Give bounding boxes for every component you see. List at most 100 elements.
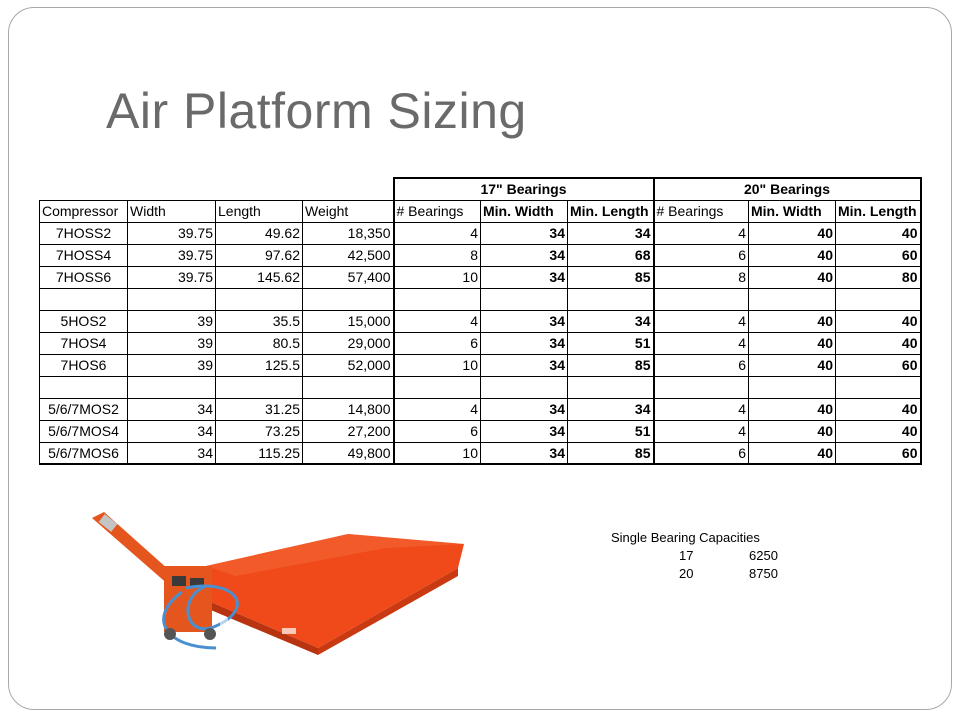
table-cell: 34 — [480, 419, 568, 443]
table-cell: 40 — [748, 331, 836, 355]
table-cell: 4 — [392, 221, 481, 245]
table-cell: 8 — [652, 265, 749, 289]
table-cell: 40 — [748, 221, 836, 245]
table-cell: 40 — [748, 265, 836, 289]
table-cell: 40 — [748, 243, 836, 267]
table-cell: 40 — [835, 419, 922, 443]
bearing-sizing-table: 17" Bearings 20" Bearings Compressor Wid… — [39, 177, 922, 465]
table-cell — [652, 375, 749, 399]
table-cell — [39, 375, 128, 399]
air-hose — [185, 584, 239, 631]
table-cell: 125.5 — [215, 353, 303, 377]
table-cell: 6 — [392, 419, 481, 443]
table-cell — [127, 375, 216, 399]
table-cell: 68 — [567, 243, 654, 267]
table-cell — [39, 287, 128, 311]
table-cell: 40 — [748, 397, 836, 421]
column-header: # Bearings — [392, 199, 481, 223]
wheel — [164, 628, 176, 640]
table-cell — [480, 287, 568, 311]
table-cell: 4 — [392, 309, 481, 333]
table-cell: 15,000 — [302, 309, 394, 333]
table-cell — [835, 375, 922, 399]
control-gauge — [172, 576, 186, 586]
table-cell: 14,800 — [302, 397, 394, 421]
table-cell: 34 — [480, 243, 568, 267]
wheel — [204, 628, 216, 640]
capacities-title: Single Bearing Capacities — [611, 530, 760, 545]
table-cell: 39.75 — [127, 243, 216, 267]
handle-grip — [98, 514, 118, 532]
table-cell: 40 — [748, 441, 836, 465]
table-cell: 85 — [567, 441, 654, 465]
table-cell: 18,350 — [302, 221, 394, 245]
column-header: Min. Length — [567, 199, 654, 223]
bearing-capacity: 8750 — [749, 566, 778, 581]
table-cell: 40 — [835, 397, 922, 421]
table-cell: 60 — [835, 441, 922, 465]
bearing-size: 17 — [679, 548, 694, 563]
table-row: 7HOSS4 39.75 97.62 42,500 8 34 68 6 40 60 — [39, 243, 922, 267]
column-header: # Bearings — [652, 199, 749, 223]
table-row: 5/6/7MOS2 34 31.25 14,800 4 34 34 4 40 40 — [39, 397, 922, 421]
table-row: 7HOS6 39 125.5 52,000 10 34 85 6 40 60 — [39, 353, 922, 377]
column-header: Compressor — [39, 199, 128, 223]
table-cell: 4 — [652, 397, 749, 421]
table-cell: 34 — [127, 397, 216, 421]
table-cell: 34 — [480, 265, 568, 289]
table-cell: 34 — [480, 221, 568, 245]
table-cell: 4 — [652, 221, 749, 245]
bearing-size: 20 — [679, 566, 694, 581]
table-cell — [567, 287, 654, 311]
table-cell: 6 — [652, 243, 749, 267]
table-cell: 34 — [480, 397, 568, 421]
table-cell: 40 — [835, 331, 922, 355]
table-row: 7HOSS6 39.75 145.62 57,400 10 34 85 8 40 80 — [39, 265, 922, 289]
table-cell: 85 — [567, 353, 654, 377]
table-cell: 34 — [480, 353, 568, 377]
table-cell: 5/6/7MOS6 — [39, 441, 128, 465]
table-cell: 35.5 — [215, 309, 303, 333]
column-header: Width — [127, 199, 216, 223]
bearing-capacities: Single Bearing Capacities 17 6250 20 875… — [611, 530, 809, 583]
table-cell — [748, 287, 836, 311]
table-cell: 80.5 — [215, 331, 303, 355]
table-cell: 34 — [480, 441, 568, 465]
table-row: 5/6/7MOS6 34 115.25 49,800 10 34 85 6 40 60 — [39, 441, 922, 465]
table-cell — [127, 287, 216, 311]
tow-handle — [92, 512, 178, 586]
column-header: Min. Length — [835, 199, 922, 223]
table-cell: 40 — [748, 353, 836, 377]
table-cell — [480, 375, 568, 399]
table-cell: 5/6/7MOS4 — [39, 419, 128, 443]
table-cell: 34 — [567, 397, 654, 421]
table-row: 7HOSS2 39.75 49.62 18,350 4 34 34 4 40 40 — [39, 221, 922, 245]
table-cell: 52,000 — [302, 353, 394, 377]
table-cell — [302, 287, 394, 311]
column-header: Min. Width — [480, 199, 568, 223]
table-cell: 7HOSS6 — [39, 265, 128, 289]
table-cell: 10 — [392, 353, 481, 377]
table-cell: 7HOSS4 — [39, 243, 128, 267]
table-cell: 34 — [480, 331, 568, 355]
table-cell: 8 — [392, 243, 481, 267]
control-valve — [190, 578, 204, 586]
table-cell: 60 — [835, 243, 922, 267]
group-header-row: 17" Bearings 20" Bearings — [40, 177, 922, 201]
table-cell: 4 — [652, 309, 749, 333]
table-cell: 145.62 — [215, 265, 303, 289]
air-platform-photo — [92, 512, 464, 655]
table-cell: 29,000 — [302, 331, 394, 355]
table-cell: 49,800 — [302, 441, 394, 465]
table-cell: 5HOS2 — [39, 309, 128, 333]
table-cell: 115.25 — [215, 441, 303, 465]
table-cell: 40 — [835, 221, 922, 245]
control-box — [164, 566, 212, 632]
column-header: Length — [215, 199, 303, 223]
capacity-row: 17 6250 — [611, 547, 809, 565]
bearing-capacity: 6250 — [749, 548, 778, 563]
table-cell: 42,500 — [302, 243, 394, 267]
warning-plate — [220, 618, 228, 626]
table-cell — [567, 375, 654, 399]
table-cell: 85 — [567, 265, 654, 289]
